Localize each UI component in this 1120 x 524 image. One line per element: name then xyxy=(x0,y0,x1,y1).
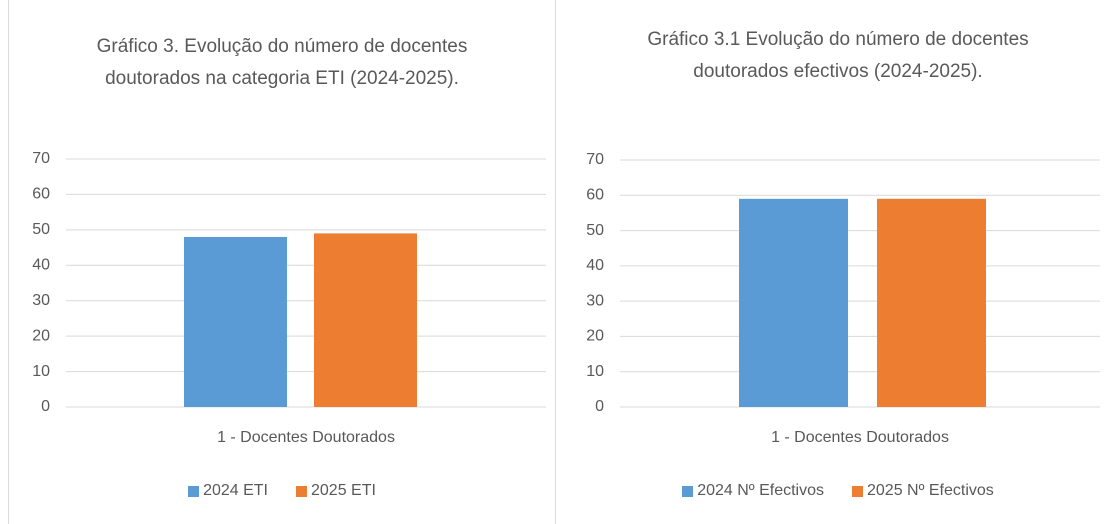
y-tick-label: 50 xyxy=(32,221,50,238)
chart-title: Gráfico 3. Evolução do número de docente… xyxy=(96,36,468,89)
bar xyxy=(314,233,417,407)
legend: 2024 Nº Efectivos 2025 Nº Efectivos xyxy=(556,482,1120,500)
y-tick-label: 70 xyxy=(586,151,604,168)
y-tick-label: 30 xyxy=(32,292,50,309)
legend-swatch xyxy=(682,485,694,497)
legend-item: 2024 ETI xyxy=(188,482,268,500)
legend-label: 2024 ETI xyxy=(203,482,268,499)
y-tick-label: 40 xyxy=(32,257,50,274)
y-tick-label: 10 xyxy=(32,363,50,380)
legend-swatch xyxy=(188,485,200,497)
plot: 0 10 20 30 40 50 60 70 1 - Docentes Doutorados xyxy=(586,151,1100,446)
x-tick-label: 1 - Docentes Doutorados xyxy=(771,429,949,446)
y-tick-label: 40 xyxy=(586,257,604,274)
y-tick-label: 30 xyxy=(586,292,604,309)
chart-panel: Gráfico 3. Evolução do número de docente… xyxy=(8,0,556,524)
y-tick-label: 60 xyxy=(586,187,604,204)
legend: 2024 ETI 2025 ETI xyxy=(9,482,555,500)
bar xyxy=(184,236,287,407)
chart-title: Gráfico 3.1 Evolução do número de docent… xyxy=(647,29,1029,82)
y-tick-label: 60 xyxy=(32,186,50,203)
y-tick-label: 70 xyxy=(32,150,50,167)
y-tick-label: 20 xyxy=(586,328,604,345)
y-tick-label: 0 xyxy=(41,398,50,415)
legend-label: 2025 ETI xyxy=(311,482,376,499)
y-tick-label: 0 xyxy=(595,398,604,415)
plot: 0 10 20 30 40 50 60 70 1 - Docentes Doutorados xyxy=(32,150,546,446)
legend-item: 2025 ETI xyxy=(296,482,376,500)
x-tick-label: 1 - Docentes Doutorados xyxy=(217,429,395,446)
legend-item: 2024 Nº Efectivos xyxy=(682,482,824,500)
legend-item: 2025 Nº Efectivos xyxy=(852,482,994,500)
chart-panel: Gráfico 3.1 Evolução do número de docent… xyxy=(556,0,1120,524)
legend-label: 2025 Nº Efectivos xyxy=(867,482,994,499)
y-tick-label: 10 xyxy=(586,363,604,380)
legend-swatch xyxy=(296,485,307,497)
bar xyxy=(877,198,986,407)
bar xyxy=(739,198,848,407)
legend-swatch xyxy=(852,485,863,497)
y-tick-label: 50 xyxy=(586,222,604,239)
y-tick-label: 20 xyxy=(32,327,50,344)
legend-label: 2024 Nº Efectivos xyxy=(697,482,824,499)
